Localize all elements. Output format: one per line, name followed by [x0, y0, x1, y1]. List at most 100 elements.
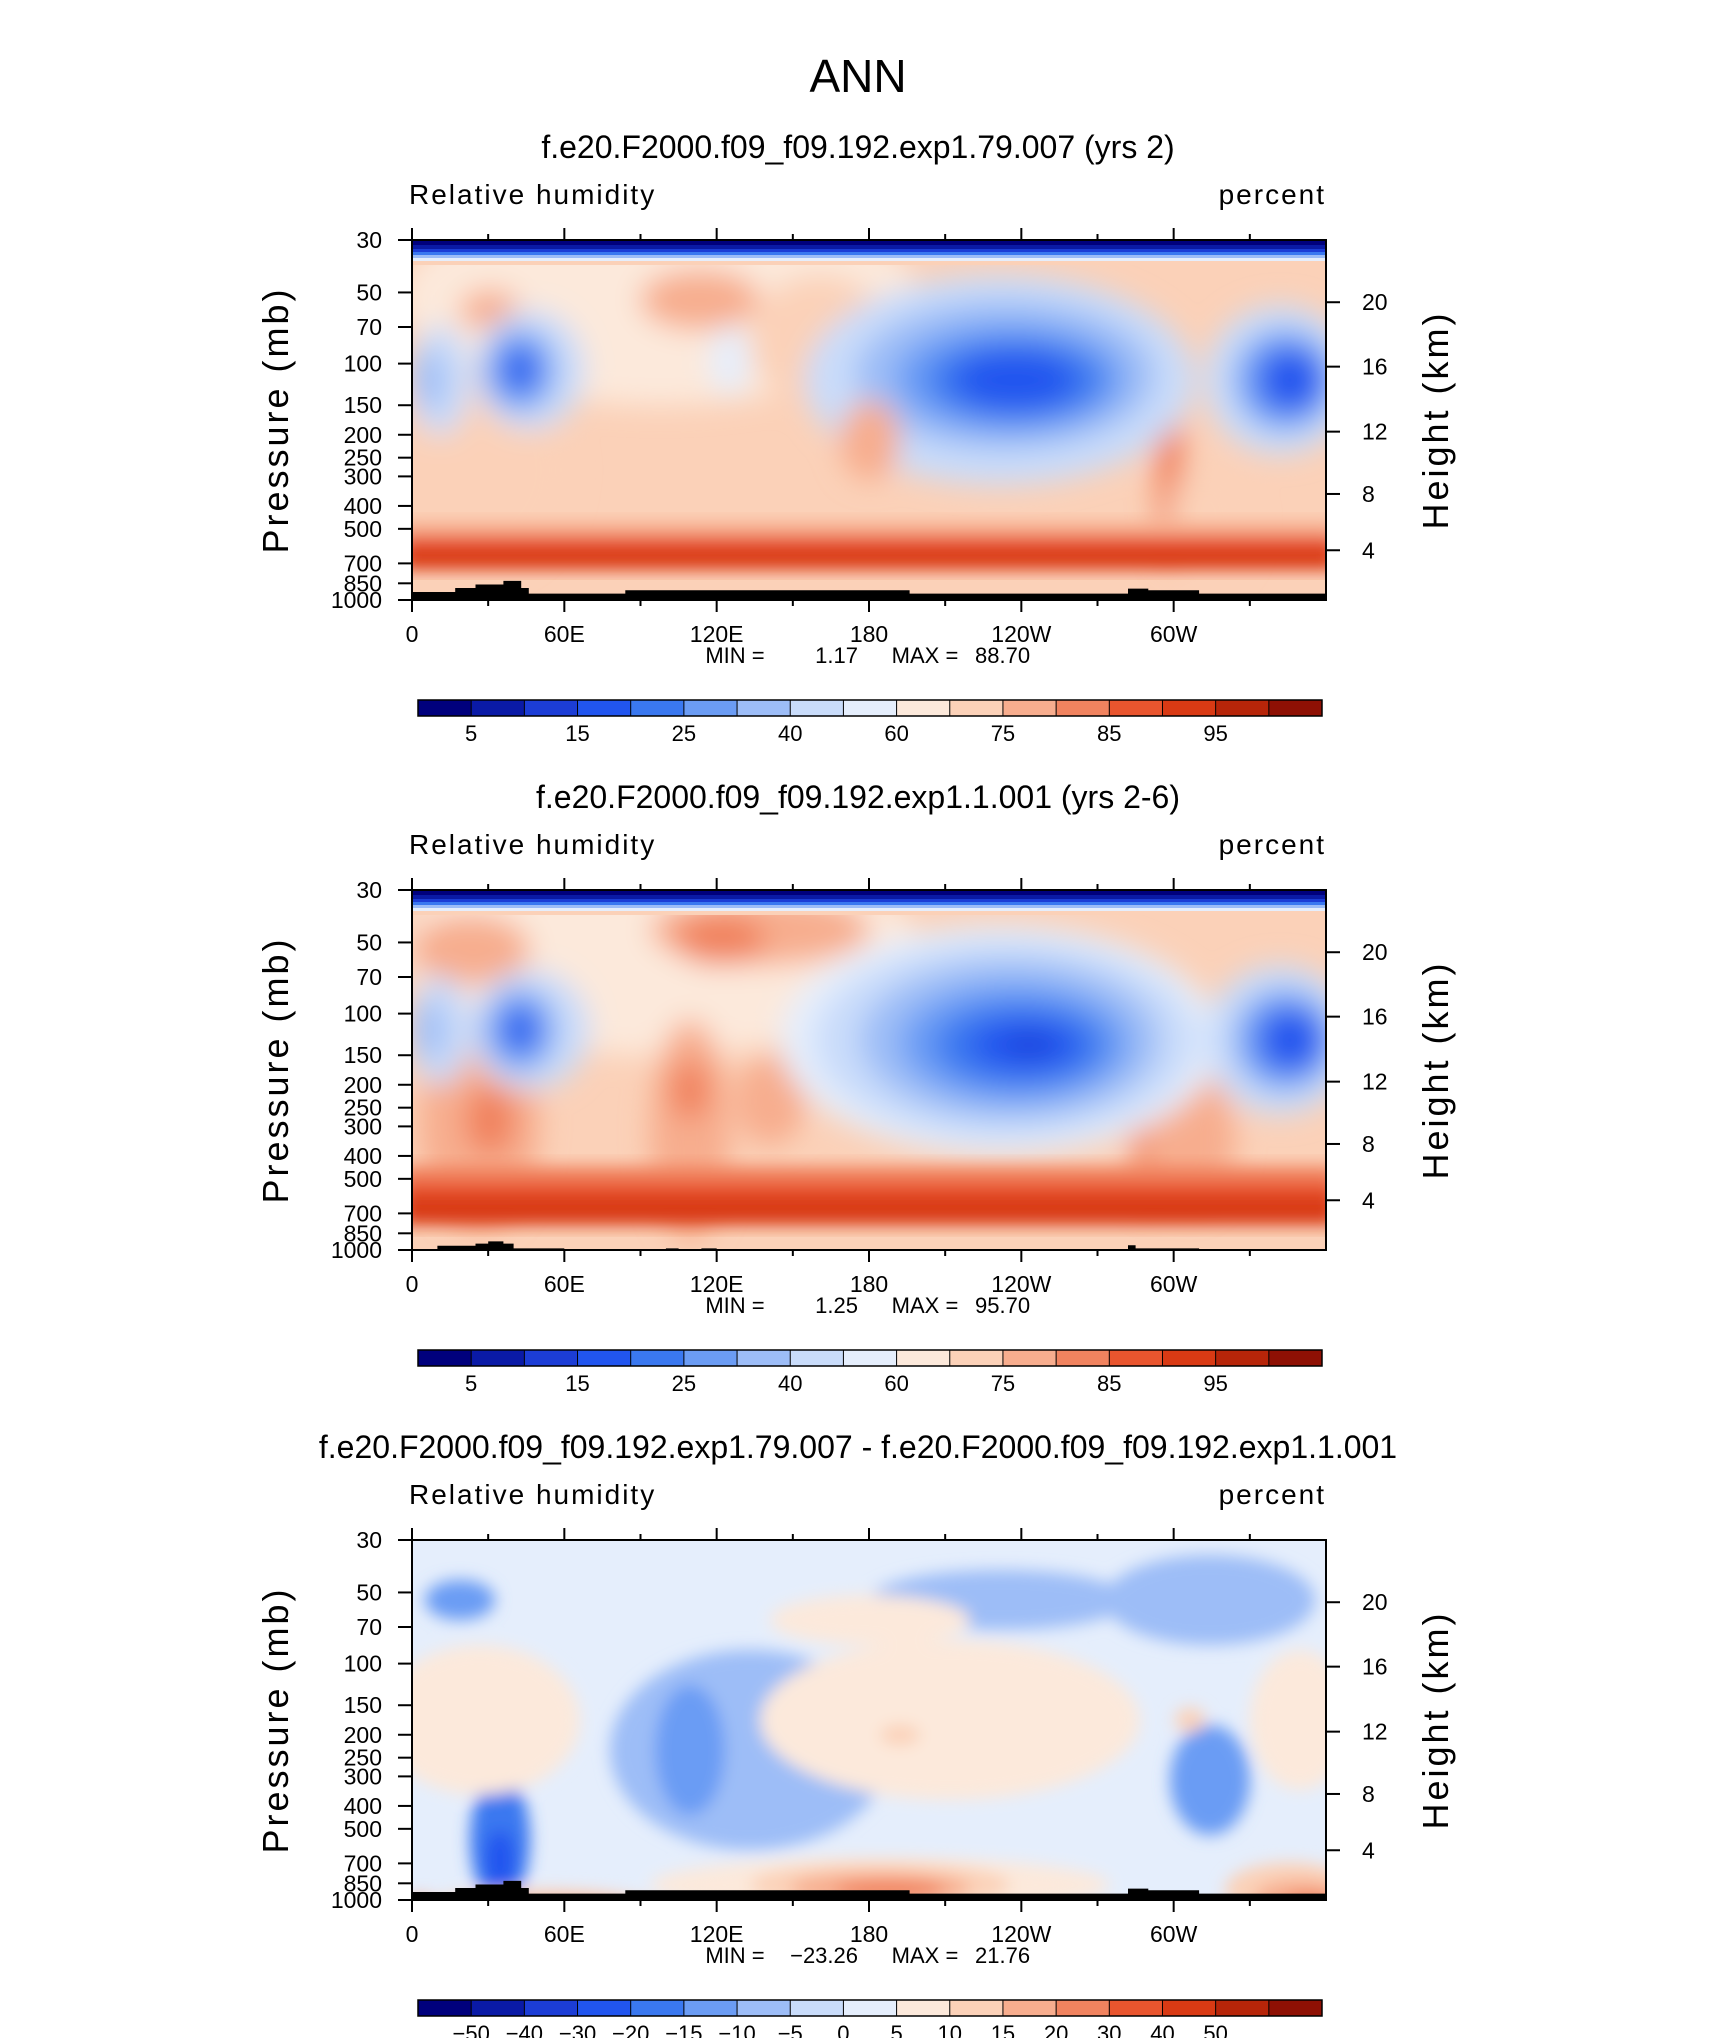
x-tick-label: 120E: [690, 1921, 744, 1947]
variable-label: Relative humidity: [409, 1479, 656, 1510]
pressure-tick-label: 200: [344, 1072, 382, 1098]
colorbar-swatch: [843, 1350, 898, 1366]
colorbar-label: −30: [559, 2021, 596, 2038]
contour-region: [955, 352, 1075, 408]
units-label: percent: [1219, 179, 1326, 210]
colorbar-swatch: [1268, 1350, 1323, 1366]
colorbar-label: 85: [1097, 721, 1121, 746]
colorbar-swatch: [524, 700, 579, 716]
contour-region: [505, 1010, 535, 1050]
pressure-tick-label: 500: [344, 1816, 382, 1842]
colorbar-swatch: [843, 2000, 898, 2016]
height-axis: 20 16 12 8 4: [1326, 1589, 1388, 1863]
pressure-tick-label: 50: [356, 279, 382, 305]
max-value: 95.70: [975, 1293, 1030, 1318]
colorbar-swatch: [1056, 1350, 1110, 1366]
x-tick-label: 120W: [991, 621, 1051, 647]
contour-region: [425, 1580, 495, 1620]
height-tick-label: 16: [1362, 1004, 1388, 1030]
contour-field: [412, 1540, 1326, 1900]
colorbar-swatch: [630, 700, 685, 716]
figure-title: ANN: [809, 50, 906, 102]
colorbar-label: 0: [837, 2021, 849, 2038]
strat-band: [412, 255, 1326, 258]
height-tick-label: 8: [1362, 481, 1375, 507]
pressure-tick-label: 250: [344, 1745, 382, 1771]
colorbar-label: 85: [1097, 1371, 1121, 1396]
pressure-tick-label: 70: [356, 314, 382, 340]
x-tick-label: 0: [406, 1271, 419, 1297]
pressure-tick-label: 100: [344, 351, 382, 377]
colorbar-label: 25: [672, 1371, 696, 1396]
contour-region: [505, 350, 535, 390]
strat-band: [412, 240, 1326, 245]
colorbar-swatch: [524, 1350, 579, 1366]
pressure-tick-label: 300: [344, 1763, 382, 1789]
strat-band: [412, 252, 1326, 255]
colorbar-swatch: [1162, 2000, 1217, 2016]
colorbar-swatch: [1268, 2000, 1323, 2016]
pressure-tick-label: 850: [344, 1220, 382, 1246]
colorbar-label: −10: [718, 2021, 755, 2038]
surface-bands: [412, 522, 1326, 570]
contour-region: [1005, 1036, 1055, 1054]
units-label: percent: [1219, 1479, 1326, 1510]
y-axis-title: Pressure (mb): [255, 286, 296, 553]
colorbar-swatch: [630, 1350, 685, 1366]
colorbar-swatch: [1162, 700, 1217, 716]
min-value: −23.26: [790, 1943, 858, 1968]
y2-axis-title: Height (km): [1415, 1610, 1456, 1829]
colorbar-label: 95: [1203, 1371, 1227, 1396]
strat-band: [412, 908, 1326, 911]
height-tick-label: 20: [1362, 1589, 1388, 1615]
surface-bands: [412, 1166, 1326, 1225]
colorbar-swatch: [577, 700, 632, 716]
contour-region: [1260, 1010, 1320, 1070]
colorbar-swatch: [790, 2000, 844, 2016]
colorbar-label: 60: [884, 721, 908, 746]
contour-region: [534, 1898, 606, 1900]
panel-title: f.e20.F2000.f09_f09.192.exp1.1.001 (yrs …: [536, 779, 1180, 815]
colorbar-swatch: [843, 700, 898, 716]
colorbar-swatch: [1002, 1350, 1057, 1366]
colorbar-swatch: [418, 700, 472, 716]
contour-region: [1170, 1725, 1250, 1835]
x-tick-label: 60E: [544, 621, 585, 647]
x-tick-label: 0: [406, 1921, 419, 1947]
colorbar-swatch: [1109, 700, 1163, 716]
x-tick-label: 180: [850, 621, 888, 647]
x-tick-label: 60W: [1150, 1921, 1198, 1947]
pressure-tick-label: 50: [356, 1579, 382, 1605]
contour-region: [880, 1725, 920, 1745]
colorbar-frame: [417, 1999, 1323, 2017]
colorbar-label: −20: [612, 2021, 649, 2038]
max-value: 21.76: [975, 1943, 1030, 1968]
colorbar-swatch: [790, 700, 844, 716]
colorbar-swatch: [737, 2000, 791, 2016]
colorbar-swatch: [1056, 2000, 1110, 2016]
strat-band: [412, 895, 1326, 899]
pressure-tick-label: 400: [344, 1793, 382, 1819]
contour-region: [1175, 1707, 1205, 1733]
x-tick-label: 180: [850, 1921, 888, 1947]
pressure-tick-label: 300: [344, 463, 382, 489]
pressure-tick-label: 30: [356, 1527, 382, 1553]
field-blobs: [412, 240, 1326, 580]
colorbar-swatch: [1056, 700, 1110, 716]
pressure-tick-label: 500: [344, 516, 382, 542]
pressure-tick-label: 1000: [331, 1237, 382, 1263]
x-tick-label: 180: [850, 1271, 888, 1297]
colorbar-swatch: [949, 1350, 1004, 1366]
height-tick-label: 8: [1362, 1781, 1375, 1807]
pressure-tick-label: 700: [344, 550, 382, 576]
min-max-readout: MIN = 1.17 MAX = 88.70: [705, 643, 1030, 668]
colorbar-frame: [417, 699, 1323, 717]
pressure-tick-label: 200: [344, 1722, 382, 1748]
colorbar-swatch: [1268, 700, 1323, 716]
height-tick-label: 20: [1362, 289, 1388, 315]
colorbar-swatch: [737, 1350, 791, 1366]
x-axis: 0 60E 120E 180 120W 60W: [406, 1528, 1251, 1947]
colorbar: −50 −40 −30 −20 −15 −10 −5 0 5 10 15 20 30 40 50: [417, 1999, 1323, 2038]
strat-band: [412, 905, 1326, 908]
